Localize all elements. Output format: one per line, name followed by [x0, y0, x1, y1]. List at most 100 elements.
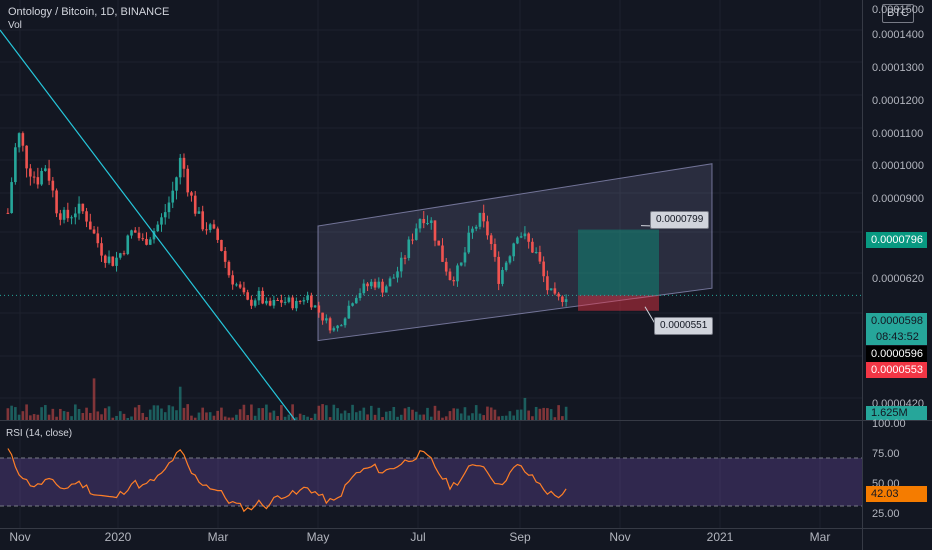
- volume-bar: [21, 411, 25, 420]
- candle-body: [373, 281, 377, 288]
- volume-bar: [474, 405, 478, 420]
- time-tick: 2020: [104, 530, 132, 544]
- volume-bar: [414, 411, 418, 420]
- candle-body: [347, 305, 351, 319]
- candle-body: [336, 325, 339, 329]
- candle-body: [549, 288, 553, 291]
- candle-body: [100, 243, 103, 256]
- volume-bar: [542, 407, 545, 420]
- volume-bar: [88, 412, 92, 420]
- volume-bar: [178, 386, 182, 420]
- candle-body: [253, 300, 257, 306]
- volume-bar: [553, 417, 557, 420]
- volume-bar: [523, 397, 527, 420]
- rsi-tick: 75.00: [872, 448, 900, 460]
- candle-body: [448, 271, 452, 281]
- volume-bar: [358, 410, 362, 420]
- candle-body: [564, 299, 568, 302]
- volume-bar: [257, 408, 261, 420]
- volume-bar: [444, 416, 448, 420]
- candle-body: [306, 295, 309, 301]
- rsi-band: [0, 458, 862, 506]
- candle-body: [403, 257, 407, 259]
- candle-body: [516, 237, 519, 244]
- candle-body: [538, 252, 542, 262]
- volume-bar: [47, 414, 51, 420]
- volume-bar: [396, 416, 399, 420]
- candle-body: [358, 293, 362, 299]
- volume-bar: [373, 414, 377, 420]
- candle-body: [474, 226, 478, 229]
- volume-bar: [29, 415, 32, 420]
- volume-bar: [325, 405, 328, 420]
- volume-bar: [497, 416, 500, 420]
- volume-bar: [501, 415, 504, 420]
- candle-body: [433, 220, 437, 241]
- volume-bar: [291, 404, 294, 420]
- volume-bar: [343, 410, 347, 420]
- candle-body: [313, 305, 317, 308]
- candle-body: [328, 318, 332, 331]
- volume-bar: [328, 417, 332, 420]
- candle-body: [486, 221, 489, 236]
- candle-body: [366, 283, 369, 287]
- candle-body: [414, 228, 418, 240]
- volume-bar: [388, 411, 392, 420]
- volume-bar: [478, 413, 482, 420]
- volume-bar: [384, 411, 388, 420]
- candle-body: [103, 255, 107, 263]
- candle-body: [426, 222, 429, 224]
- candle-body: [298, 300, 302, 302]
- candle-body: [501, 270, 504, 284]
- candle-body: [512, 243, 515, 257]
- currency-button[interactable]: BTC: [882, 4, 914, 23]
- volume-bar: [403, 408, 407, 420]
- price-tick: 0.0000620: [872, 273, 924, 285]
- volume-bar: [51, 408, 55, 420]
- candle-body: [332, 328, 336, 331]
- candle-body: [444, 261, 448, 272]
- volume-bar: [448, 411, 452, 420]
- volume-bar: [347, 413, 351, 420]
- candle-body: [231, 275, 234, 285]
- target-callout[interactable]: 0.0000799: [650, 211, 710, 229]
- time-tick: May: [306, 530, 330, 544]
- volume-indicator-label: Vol: [8, 20, 22, 31]
- volume-bar: [456, 408, 459, 420]
- candle-body: [85, 211, 88, 222]
- candle-body: [369, 281, 373, 287]
- rsi-line: [7, 448, 567, 513]
- candle-body: [257, 290, 261, 301]
- volume-bar: [100, 414, 103, 420]
- candle-body: [519, 236, 523, 238]
- candle-body: [223, 250, 227, 262]
- volume-bar: [549, 409, 553, 420]
- time-tick: Sep: [509, 530, 531, 544]
- candle-body: [265, 300, 268, 304]
- price-tick: 0.0001500: [872, 4, 924, 16]
- volume-bar: [74, 404, 77, 420]
- volume-bar: [418, 414, 422, 420]
- volume-bar: [103, 408, 107, 420]
- volume-bar: [516, 409, 519, 420]
- candle-body: [317, 305, 321, 313]
- volume-bar: [242, 404, 246, 420]
- volume-bar: [130, 416, 133, 420]
- time-tick: Nov: [9, 530, 31, 544]
- candle-body: [25, 145, 28, 169]
- volume-bar: [429, 416, 433, 420]
- candle-body: [437, 240, 441, 246]
- candle-body: [310, 295, 313, 308]
- stop-callout[interactable]: 0.0000551: [654, 317, 714, 335]
- volume-bar: [235, 414, 238, 420]
- volume-bar: [527, 410, 530, 420]
- candle-body: [96, 233, 100, 244]
- price-tick: 0.0000900: [872, 193, 924, 205]
- volume-bar: [377, 407, 381, 420]
- volume-bar: [355, 412, 358, 420]
- volume-bar: [231, 417, 234, 420]
- candle-body: [182, 157, 186, 169]
- candle-body: [29, 168, 32, 177]
- candle-body: [193, 195, 197, 214]
